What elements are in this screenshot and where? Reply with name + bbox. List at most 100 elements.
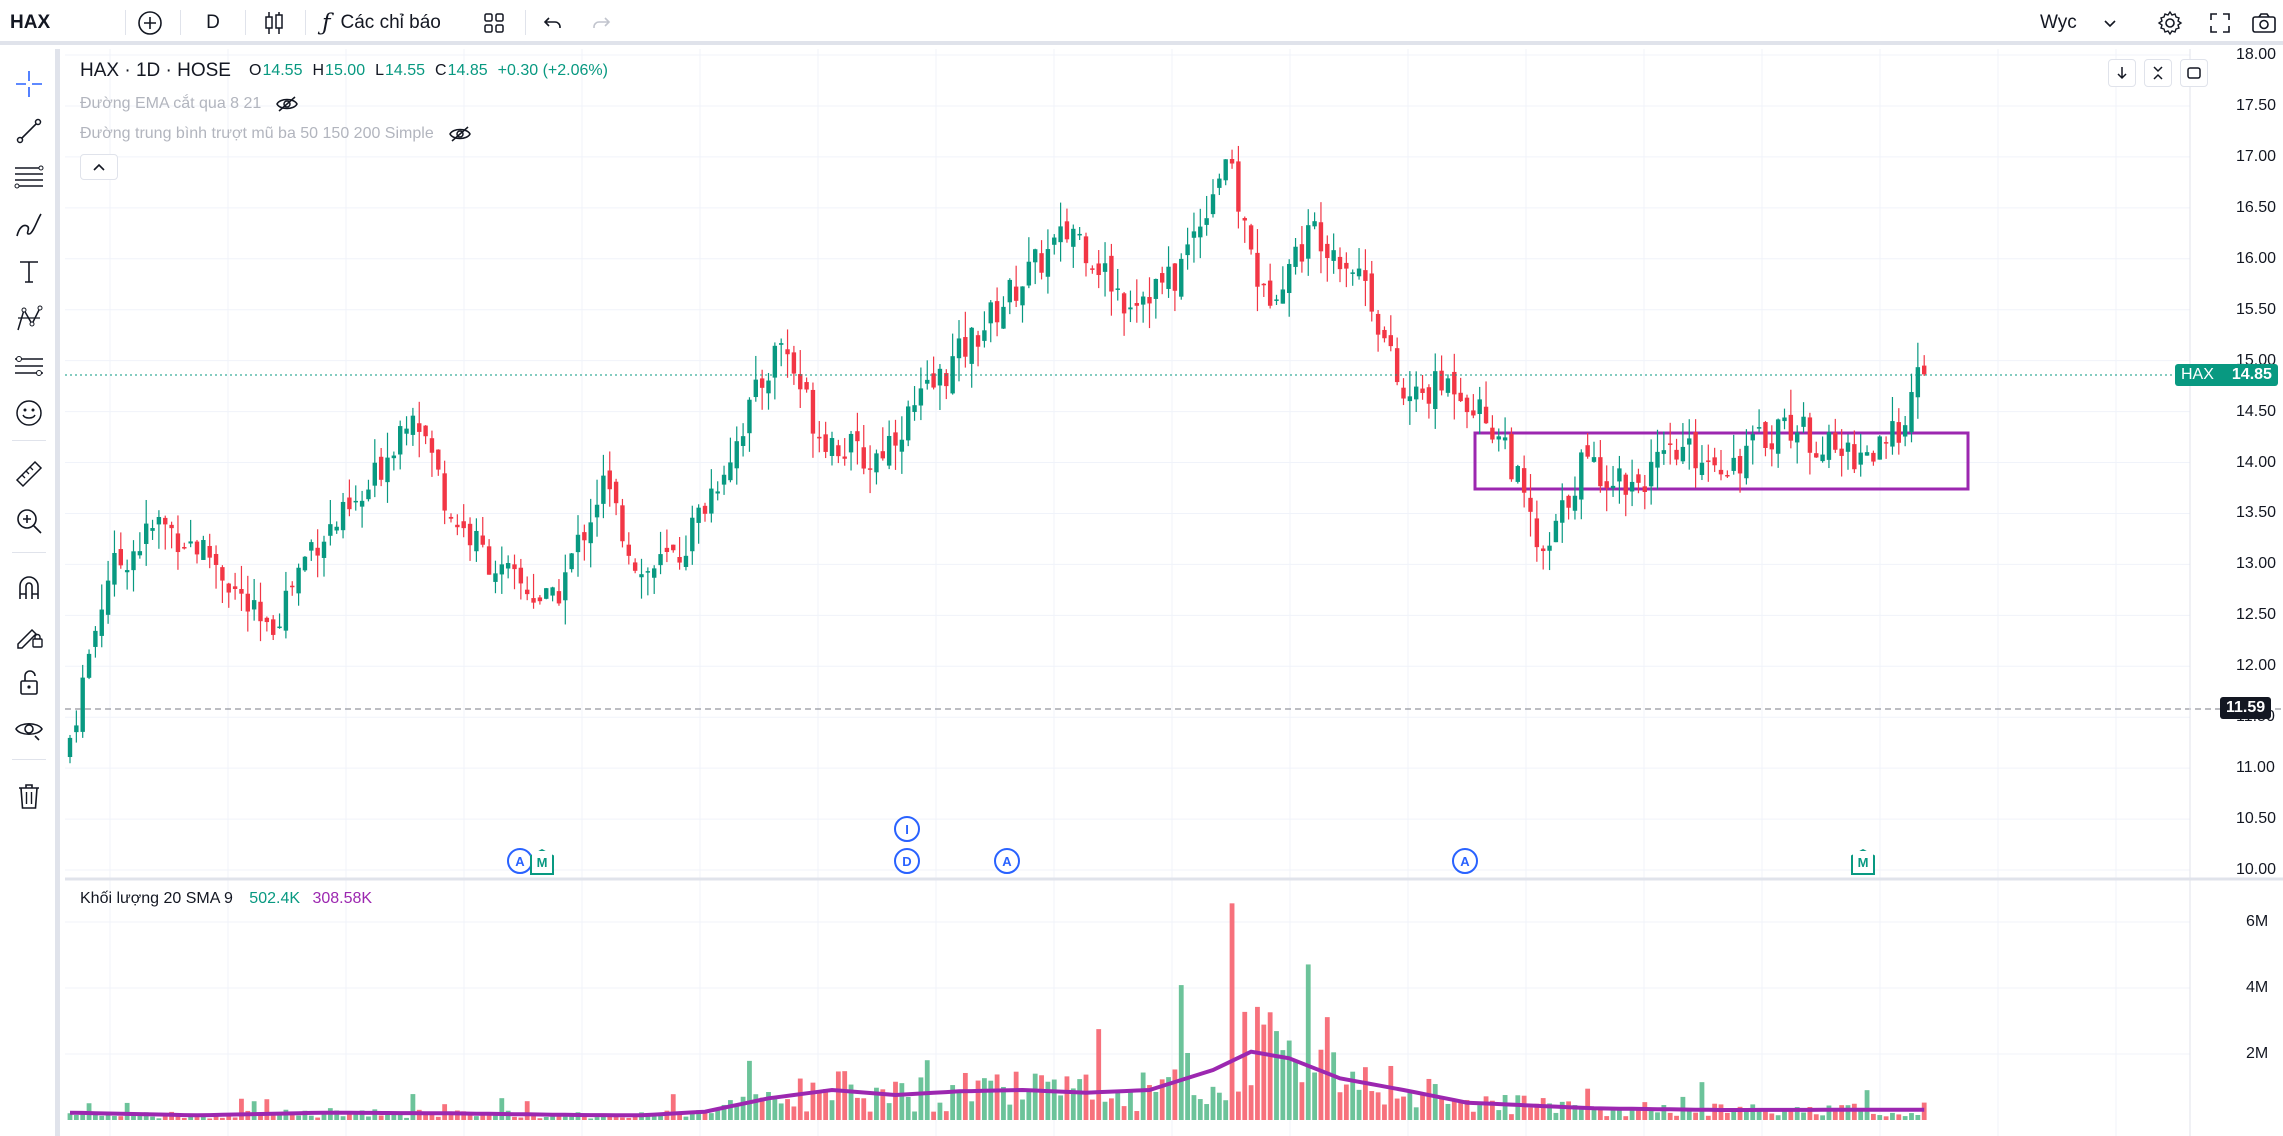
candle	[182, 542, 187, 550]
magnet-tool[interactable]	[10, 569, 48, 607]
indicators-button[interactable]: ƒ Các chỉ báo	[322, 0, 462, 45]
candle	[867, 445, 873, 494]
volume-bar	[1629, 1107, 1635, 1120]
candle	[353, 485, 358, 511]
add-symbol-button[interactable]	[132, 0, 168, 45]
volume-bar	[969, 1101, 975, 1120]
candle	[1629, 459, 1635, 507]
symbol-search-button[interactable]: HAX	[10, 0, 54, 45]
candle	[772, 342, 778, 400]
candle	[1140, 291, 1146, 323]
event-flag[interactable]: M	[1851, 849, 1875, 875]
pattern-tool[interactable]	[10, 300, 48, 338]
text-icon	[20, 261, 38, 283]
volume-bar	[1045, 1081, 1051, 1120]
candle	[480, 516, 485, 548]
user-menu-button[interactable]: Wyc	[2040, 0, 2128, 45]
event-marker[interactable]: A	[1452, 848, 1478, 874]
volume-bar	[1890, 1112, 1895, 1120]
event-marker[interactable]: I	[894, 816, 920, 842]
candle	[1293, 237, 1298, 275]
price-axis-tick: 14.50	[2236, 402, 2277, 420]
lock-drawings-tool[interactable]	[10, 663, 48, 701]
volume-bar	[410, 1094, 416, 1120]
candle	[779, 338, 784, 367]
candle	[1483, 381, 1489, 425]
volume-bar	[1851, 1103, 1857, 1120]
legend-low-label: L	[375, 62, 384, 79]
volume-bar	[1597, 1109, 1603, 1120]
candle	[1471, 394, 1476, 419]
icon-tool[interactable]	[10, 394, 48, 432]
volume-bar	[1788, 1109, 1794, 1120]
candle	[264, 616, 270, 632]
candle	[1287, 259, 1292, 317]
candles-icon	[265, 11, 283, 34]
trend-line-tool[interactable]	[10, 112, 48, 150]
stay-in-drawing-mode-tool[interactable]	[10, 616, 48, 654]
settings-button[interactable]	[2152, 0, 2188, 45]
volume-bar	[1007, 1104, 1013, 1120]
collapse-pane-button[interactable]	[2144, 59, 2172, 87]
volume-bar	[124, 1102, 130, 1120]
candle	[601, 454, 606, 519]
hide-drawings-tool[interactable]	[10, 710, 48, 748]
volume-bar	[1070, 1088, 1076, 1120]
candle	[1020, 286, 1025, 323]
eye-crossed-icon[interactable]	[275, 94, 301, 114]
volume-bar	[759, 1097, 765, 1120]
candle	[594, 479, 600, 537]
volume-bar	[1807, 1106, 1813, 1120]
eye-crossed-icon[interactable]	[448, 124, 474, 144]
volume-bar	[1832, 1108, 1838, 1120]
rectangle-drawing[interactable]	[1473, 431, 1970, 491]
event-marker[interactable]: A	[507, 848, 533, 874]
layouts-button[interactable]	[476, 0, 512, 45]
candle	[556, 579, 562, 606]
volume-bar	[620, 1117, 625, 1120]
volume-legend[interactable]: Khối lượng 20 SMA 9 502.4K 308.58K	[80, 890, 372, 908]
maximize-pane-button[interactable]	[2180, 59, 2208, 87]
event-marker[interactable]: A	[994, 848, 1020, 874]
volume-bar	[232, 1117, 238, 1120]
zoom-tool[interactable]	[10, 502, 48, 540]
brush-tool[interactable]	[10, 206, 48, 244]
candle	[1521, 455, 1527, 508]
indicator-legend-1[interactable]: Đường EMA cắt qua 8 21	[80, 94, 301, 114]
collapse-legend-button[interactable]	[80, 154, 118, 180]
interval-button[interactable]: D	[196, 0, 230, 45]
candle	[886, 420, 892, 470]
volume-bar	[1083, 1074, 1089, 1120]
remove-drawings-tool[interactable]	[10, 777, 48, 815]
chart-type-button[interactable]	[256, 0, 292, 45]
redo-button[interactable]	[584, 0, 618, 45]
volume-bar	[1540, 1098, 1546, 1120]
crosshair-tool[interactable]	[10, 65, 48, 103]
candle	[1883, 436, 1889, 459]
screenshot-button[interactable]	[2246, 0, 2282, 45]
undo-button[interactable]	[536, 0, 570, 45]
fib-tool[interactable]	[10, 159, 48, 197]
volume-bar	[1826, 1105, 1832, 1120]
indicator-legend-2[interactable]: Đường trung bình trượt mũ ba 50 150 200 …	[80, 124, 474, 144]
projection-tool[interactable]	[10, 347, 48, 385]
move-pane-down-button[interactable]	[2108, 59, 2136, 87]
candle	[455, 514, 460, 536]
volume-bar	[689, 1110, 695, 1120]
candle	[1109, 243, 1114, 316]
event-marker[interactable]: D	[894, 848, 920, 874]
candle	[296, 563, 301, 606]
candle	[791, 345, 797, 385]
volume-bar	[1610, 1107, 1616, 1120]
volume-bar	[1794, 1107, 1800, 1120]
volume-bar	[1445, 1103, 1451, 1120]
volume-bar	[474, 1116, 479, 1120]
text-tool[interactable]	[10, 253, 48, 291]
fullscreen-button[interactable]	[2202, 0, 2238, 45]
volume-bar	[1636, 1110, 1641, 1120]
measure-tool[interactable]	[10, 455, 48, 493]
trash-icon	[19, 784, 39, 809]
candle	[391, 451, 397, 471]
divider	[525, 10, 526, 35]
